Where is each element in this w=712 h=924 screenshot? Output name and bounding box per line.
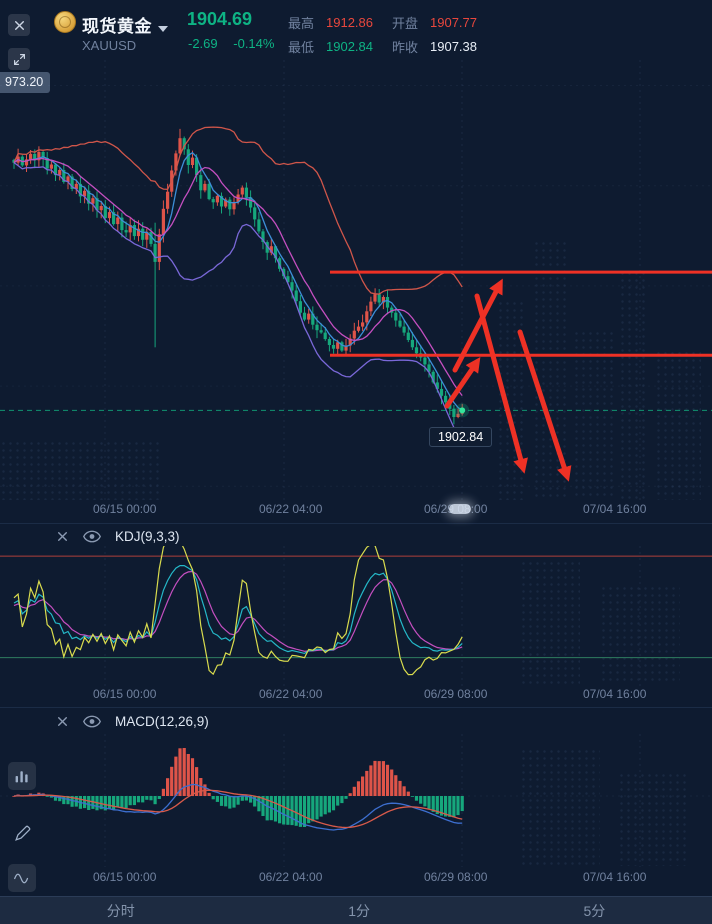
price-axis-label: 973.20 [0, 72, 51, 93]
main-chart-canvas[interactable] [0, 60, 712, 502]
skyline-decoration [0, 440, 160, 500]
macd-close-icon[interactable] [56, 715, 69, 728]
ohlc-stats: 最高 1912.86 开盘 1907.77 最低 1902.84 昨收 1907… [288, 10, 496, 58]
chart-close-icon[interactable] [8, 14, 30, 36]
stat-value-low: 1902.84 [326, 38, 373, 54]
indicator-wave-button[interactable] [8, 864, 36, 892]
time-axis-macd: 06/15 00:00 06/22 04:00 06/29 08:00 07/0… [0, 870, 712, 886]
tab-time-share[interactable]: 分时 [106, 902, 135, 919]
volume-indicator-button[interactable] [8, 762, 36, 790]
time-label: 06/22 04:00 [259, 687, 323, 701]
kdj-visibility-icon[interactable] [83, 530, 101, 543]
time-label: 06/15 00:00 [93, 687, 157, 701]
stat-value-prev-close: 1907.38 [430, 38, 477, 54]
time-label: 07/04 16:00 [583, 870, 647, 884]
chevron-down-icon[interactable] [158, 20, 168, 38]
last-price: 1904.69 [187, 9, 253, 29]
stat-value-open: 1907.77 [430, 14, 477, 30]
macd-visibility-icon[interactable] [83, 715, 101, 728]
time-label: 06/15 00:00 [93, 870, 157, 884]
gold-coin-icon [54, 11, 76, 33]
tab-5min[interactable]: 5分 [583, 902, 606, 919]
interval-tabs: 分时 1分 5分 [0, 896, 712, 924]
skyline-decoration [655, 350, 701, 500]
price-change: -2.69 [188, 36, 218, 51]
skyline-decoration [618, 772, 690, 866]
time-axis-main: 06/15 00:00 06/22 04:00 06/29 08:00 07/0… [0, 502, 712, 518]
skyline-decoration [573, 330, 613, 500]
kdj-close-icon[interactable] [56, 530, 69, 543]
symbol-name[interactable]: 现货黄金 [82, 17, 152, 36]
skyline-decoration [600, 585, 680, 685]
time-label: 06/29 08:00 [424, 870, 488, 884]
stat-label-open: 开盘 [392, 15, 419, 31]
expand-icon[interactable] [8, 48, 30, 70]
axis-scroll-thumb[interactable] [449, 504, 471, 514]
time-label: 06/29 08:00 [424, 687, 488, 701]
macd-title: MACD(12,26,9) [115, 713, 209, 729]
price-change-pct: -0.14% [233, 36, 275, 51]
time-label: 07/04 16:00 [583, 687, 647, 701]
stat-label-high: 最高 [288, 15, 315, 31]
stat-label-low: 最低 [288, 39, 315, 55]
kdj-canvas[interactable] [0, 546, 712, 688]
macd-canvas[interactable] [0, 734, 712, 867]
macd-header: MACD(12,26,9) [56, 711, 209, 731]
skyline-decoration [520, 560, 580, 685]
time-label: 06/15 00:00 [93, 502, 157, 516]
skyline-decoration [619, 270, 649, 500]
kdj-header: KDJ(9,3,3) [56, 526, 180, 546]
tab-1min[interactable]: 1分 [348, 902, 370, 919]
symbol-code: XAUUSD [82, 38, 137, 53]
draw-pencil-icon[interactable] [10, 821, 34, 845]
stat-label-prev-close: 昨收 [392, 39, 419, 55]
time-axis-kdj: 06/15 00:00 06/22 04:00 06/29 08:00 07/0… [0, 687, 712, 703]
time-label: 06/22 04:00 [259, 870, 323, 884]
stat-value-high: 1912.86 [326, 14, 373, 30]
time-label: 06/22 04:00 [259, 502, 323, 516]
kdj-title: KDJ(9,3,3) [115, 528, 180, 544]
time-label: 07/04 16:00 [583, 502, 647, 516]
skyline-decoration [520, 748, 600, 866]
current-price-label: 1902.84 [429, 427, 493, 447]
